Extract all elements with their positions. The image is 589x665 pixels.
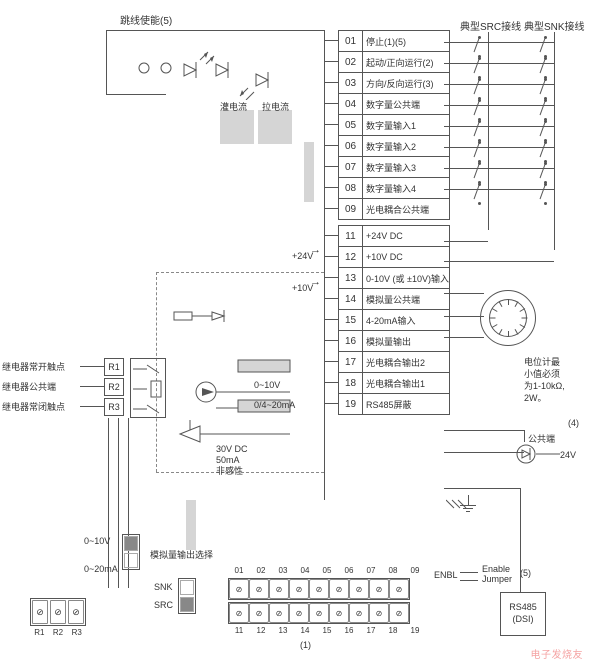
jumper-label: 跳线使能(5) xyxy=(120,12,172,27)
mark-1: (1) xyxy=(300,640,311,650)
terminal-row: 03方向/反向运行(3) xyxy=(339,73,450,94)
terminal-row: 17光电耦合输出2 xyxy=(339,352,450,373)
terminal-row: 07数字量输入3 xyxy=(339,157,450,178)
relay-no-label: 继电器常开触点 xyxy=(2,360,65,373)
terminal-row: 18光电耦合输出1 xyxy=(339,373,450,394)
gray-block-sink xyxy=(258,110,292,144)
dip-snk-src[interactable] xyxy=(178,578,196,614)
opto-out-label: 30V DC 50mA 非感性 xyxy=(216,444,248,477)
analog-ma-label: 0/4~20mA xyxy=(254,400,295,410)
snk-header: 典型SNK接线 xyxy=(524,18,585,33)
terminal-row: 04数字量公共端 xyxy=(339,94,450,115)
relay-nc-label: 继电器常闭触点 xyxy=(2,400,65,413)
rt-0: R1 xyxy=(30,628,49,637)
enbl-label: ENBL xyxy=(434,570,458,580)
pot-note: 电位计最 小值必须 为1-10kΩ, 2W。 xyxy=(524,356,565,404)
wiring-diagram: 跳线使能(5) 典型SRC接线 典型SNK接线 灌电流 拉电流 01停止(1)(… xyxy=(0,0,589,665)
src-header: 典型SRC接线 xyxy=(460,18,521,33)
terminal-row: 130-10V (或 ±10V)输入 xyxy=(339,268,450,289)
terminal-strip-bot: ⊘⊘⊘⊘⊘⊘⊘⊘⊘ xyxy=(228,602,410,624)
rs485-port: RS485 (DSI) xyxy=(500,592,546,636)
relay-com-label: 继电器公共端 xyxy=(2,380,56,393)
terminal-row: 01停止(1)(5) xyxy=(339,31,450,52)
terminal-row: 19RS485屏蔽 xyxy=(339,394,450,415)
analog-block xyxy=(170,300,320,460)
source-flow-label: 灌电流 xyxy=(220,100,247,113)
rt-2: R3 xyxy=(67,628,86,637)
terminal-row: 11+24V DC xyxy=(339,226,450,247)
terminal-row: 14模拟量公共端 xyxy=(339,289,450,310)
analog-v-label: 0~10V xyxy=(254,380,280,390)
terminal-strip-top: ⊘⊘⊘⊘⊘⊘⊘⊘⊘ xyxy=(228,578,410,600)
relay-terminal-block: ⊘⊘⊘ xyxy=(30,598,86,626)
terminal-table: 01停止(1)(5)02起动/正向运行(2)03方向/反向运行(3)04数字量公… xyxy=(338,30,450,415)
relay-r2: R2 xyxy=(104,378,124,396)
relay-r1: R1 xyxy=(104,358,124,376)
terminal-row: 02起动/正向运行(2) xyxy=(339,52,450,73)
terminal-row: 08数字量输入4 xyxy=(339,178,450,199)
mark-5: (5) xyxy=(520,568,531,578)
terminal-row: 16模拟量输出 xyxy=(339,331,450,352)
snk-switch xyxy=(538,181,552,207)
dip1-b: 0~20mA xyxy=(84,564,118,574)
potentiometer-dial xyxy=(480,290,536,346)
dip1-a: 0~10V xyxy=(84,536,110,546)
relay-internal xyxy=(130,358,166,418)
gray-block-source xyxy=(220,110,254,144)
dip2-a: SNK xyxy=(154,582,173,592)
dip-analog-out[interactable] xyxy=(122,534,140,570)
terminal-row: 154-20mA输入 xyxy=(339,310,450,331)
dip2-b: SRC xyxy=(154,600,173,610)
terminal-row: 12+10V DC xyxy=(339,247,450,268)
dip1-label: 模拟量输出选择 xyxy=(150,548,213,561)
relay-r3: R3 xyxy=(104,398,124,416)
terminal-row: 05数字量输入1 xyxy=(339,115,450,136)
opto-leds xyxy=(136,40,306,100)
terminal-row: 06数字量输入2 xyxy=(339,136,450,157)
terminal-row: 09光电耦合公共端 xyxy=(339,199,450,220)
sink-flow-label: 拉电流 xyxy=(262,100,289,113)
mark-4: (4) xyxy=(568,418,579,428)
src-switch xyxy=(472,181,486,207)
enable-jumper-label: Enable Jumper xyxy=(482,564,512,584)
rt-1: R2 xyxy=(49,628,68,637)
diode-24v xyxy=(516,440,566,470)
watermark: 电子发烧友 xyxy=(531,646,584,661)
